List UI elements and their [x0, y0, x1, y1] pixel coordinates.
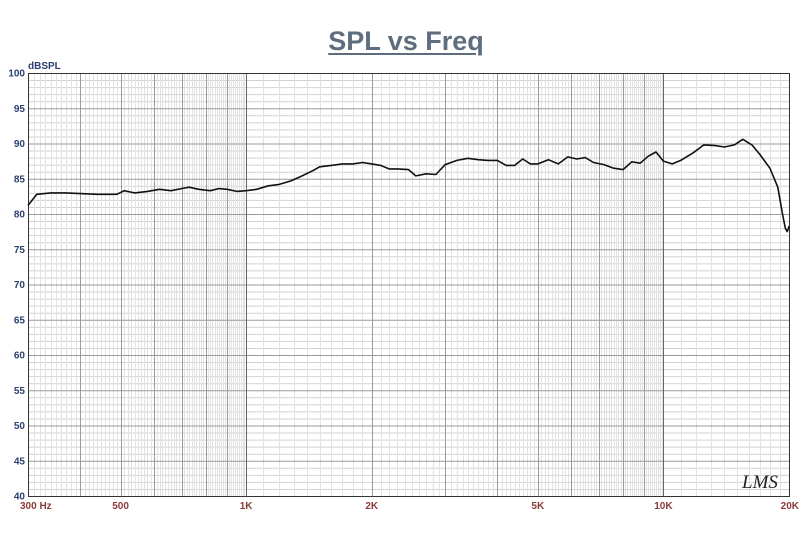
x-tick-label: 20K — [781, 501, 800, 512]
lms-logo: LMS — [741, 472, 778, 493]
y-tick-label: 100 — [8, 69, 25, 80]
y-tick-label: 75 — [14, 245, 26, 256]
x-tick-label: 10K — [654, 501, 673, 512]
y-tick-label: 85 — [14, 174, 26, 185]
chart-title: SPL vs Freq — [328, 26, 484, 56]
y-tick-label: 65 — [14, 315, 26, 326]
y-tick-label: 55 — [14, 386, 26, 397]
series-line-spl — [27, 138, 790, 233]
y-axis-label: dBSPL — [28, 61, 61, 72]
plot-frame — [28, 73, 790, 497]
y-tick-labels: 100 95 90 85 80 75 70 65 60 55 50 45 40 — [8, 69, 25, 503]
y-tick-label: 40 — [14, 492, 26, 503]
x-tick-label: 2K — [365, 501, 379, 512]
x-tick-label: 500 — [112, 501, 129, 512]
y-tick-label: 90 — [14, 139, 26, 150]
x-tick-label: 300 Hz — [20, 501, 52, 512]
x-tick-labels: 300 Hz 500 1K 2K 5K 10K 20K — [20, 501, 800, 512]
x-tick-label: 1K — [240, 501, 254, 512]
y-tick-label: 80 — [14, 210, 26, 221]
y-tick-label: 50 — [14, 421, 26, 432]
y-tick-label: 70 — [14, 280, 26, 291]
y-tick-label: 45 — [14, 456, 26, 467]
y-tick-label: 60 — [14, 351, 26, 362]
x-tick-label: 5K — [531, 501, 545, 512]
y-tick-label: 95 — [14, 104, 26, 115]
